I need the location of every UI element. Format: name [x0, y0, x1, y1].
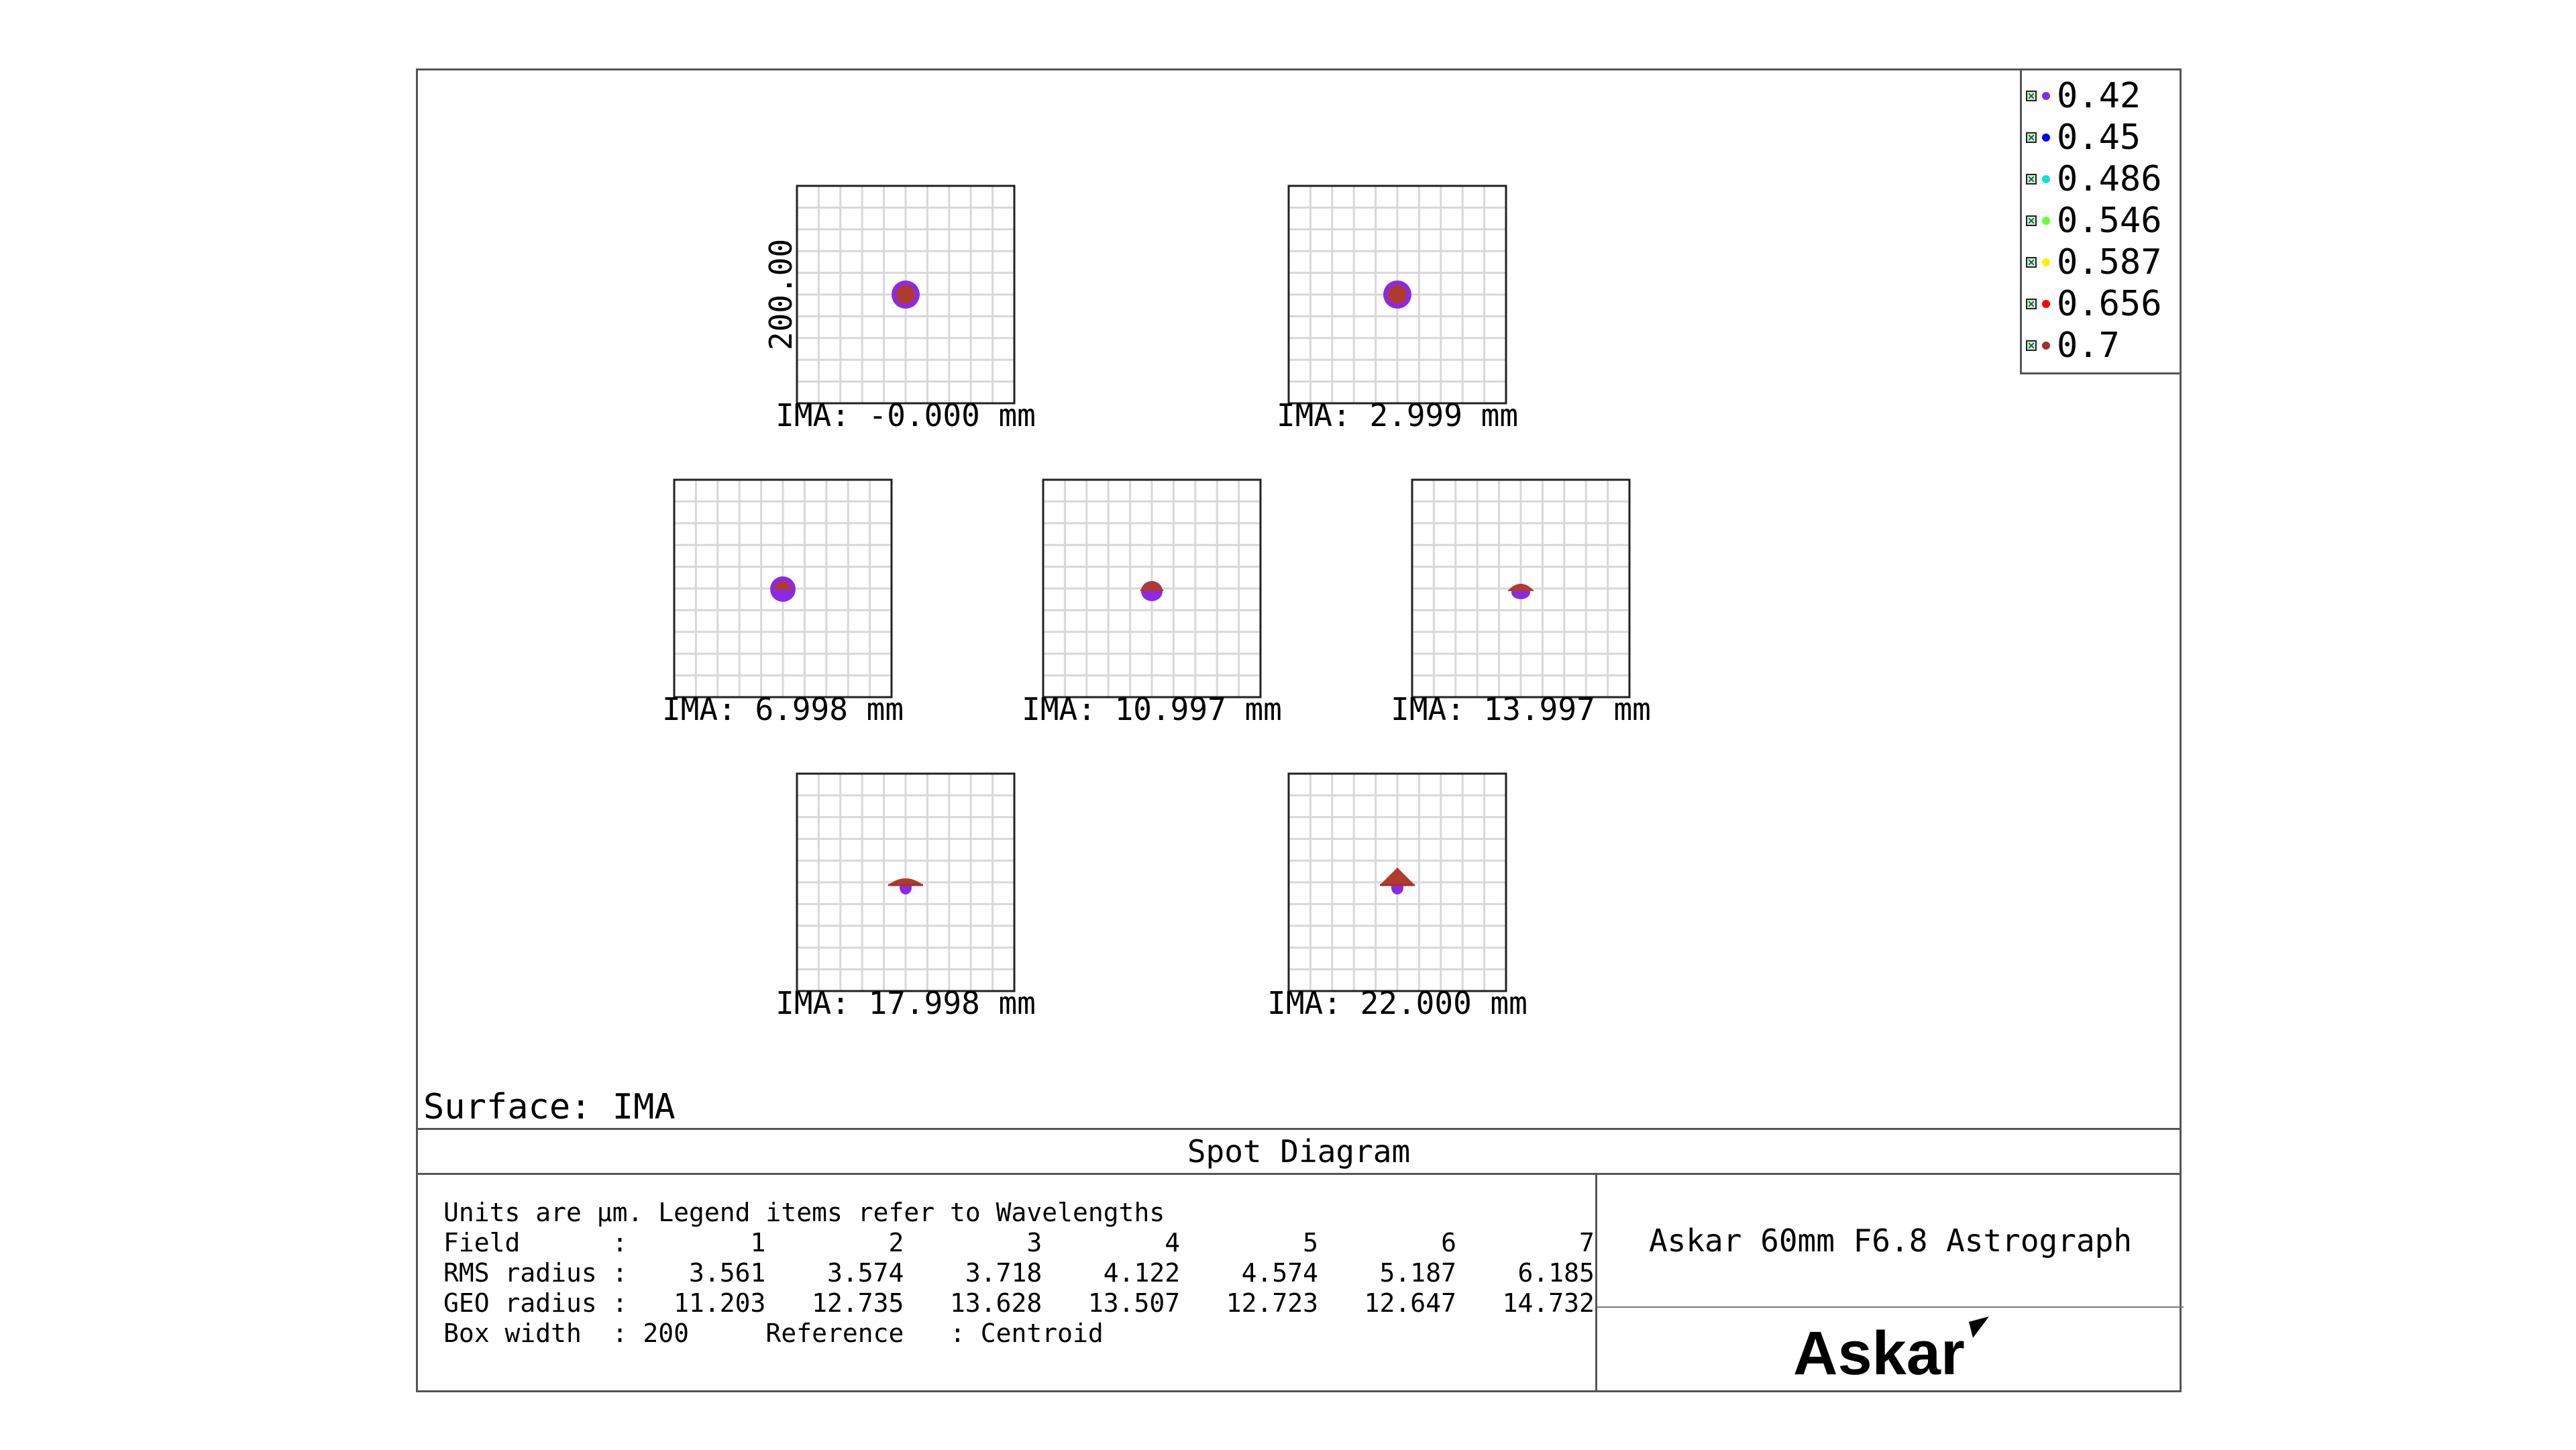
legend-item: 0.7 [2026, 325, 2120, 366]
info-line-field: Field : 1 2 3 4 5 6 7 [443, 1228, 1595, 1257]
field-label: IMA: 6.998 mm [662, 691, 904, 727]
spot-7 [1380, 868, 1415, 894]
spot-box-2: IMA: 2.999 mm [1277, 185, 1518, 433]
spot-core [1380, 868, 1415, 885]
spot-box-border [796, 185, 1016, 405]
spot-core [1507, 584, 1534, 591]
spot-box-border [796, 772, 1016, 992]
legend-item: 0.45 [2026, 117, 2141, 158]
field-label: IMA: 17.998 mm [775, 985, 1036, 1021]
legend-label: 0.45 [2057, 117, 2141, 158]
field-label: IMA: 22.000 mm [1267, 985, 1527, 1021]
spot-box-1: IMA: -0.000 mm [775, 185, 1036, 433]
field-label: IMA: 10.997 mm [1022, 691, 1282, 727]
spot-box-border [1042, 478, 1262, 698]
spot-core [888, 878, 923, 885]
divider [418, 1128, 2180, 1130]
legend-checkbox-icon [2026, 174, 2037, 185]
spot-diagram-plot: IMA: -0.000 mm IMA: 2.999 mm IMA: 6.998 mm… [662, 185, 1651, 1021]
legend-label: 0.656 [2057, 284, 2162, 324]
spot-6 [888, 878, 923, 894]
field-label: IMA: 2.999 mm [1277, 397, 1518, 433]
legend-checkbox-icon [2026, 257, 2037, 268]
spot-box-7: IMA: 22.000 mm [1267, 772, 1527, 1021]
spot-box-border [1411, 478, 1631, 698]
spot-box-border [1287, 185, 1507, 405]
divider [1597, 1306, 2184, 1308]
legend-dot-icon [2042, 217, 2050, 225]
info-line-units: Units are µm. Legend items refer to Wave… [443, 1198, 1165, 1227]
svg-text:Askar: Askar [1793, 1319, 1965, 1388]
legend-dot-icon [2042, 92, 2050, 100]
info-panel: Units are µm. Legend items refer to Wave… [418, 1175, 1595, 1390]
field-label: IMA: -0.000 mm [775, 397, 1036, 433]
divider [418, 1173, 2180, 1175]
spot-core [896, 285, 915, 304]
legend-item: 0.546 [2026, 201, 2162, 241]
info-line-rms: RMS radius : 3.561 3.574 3.718 4.122 4.5… [443, 1258, 1595, 1288]
legend-checkbox-icon [2026, 215, 2037, 226]
spot-box-4: IMA: 10.997 mm [1022, 478, 1282, 727]
field-label: IMA: 13.997 mm [1391, 691, 1651, 727]
spot-box-5: IMA: 13.997 mm [1391, 478, 1651, 727]
spot-diagram-frame: IMA: -0.000 mm IMA: 2.999 mm IMA: 6.998 mm… [416, 68, 2184, 1392]
legend-item: 0.42 [2026, 76, 2141, 116]
divider [1595, 1175, 1597, 1390]
legend-dot-icon [2042, 175, 2050, 183]
box-axis-label: 200.00 [763, 239, 799, 350]
legend-checkbox-icon [2026, 340, 2037, 351]
spot-box-border [1287, 772, 1507, 992]
spot-core [773, 581, 792, 590]
spot-box-border [673, 478, 893, 698]
legend-checkbox-icon [2026, 299, 2037, 309]
legend-label: 0.546 [2057, 201, 2162, 241]
legend-item: 0.587 [2026, 242, 2162, 282]
wavelength-legend: 0.42 0.45 0.486 0.546 0.587 0.656 0.7 [2020, 70, 2180, 374]
spot-box-6: IMA: 17.998 mm [775, 772, 1036, 1021]
spot-4 [1140, 581, 1164, 601]
info-line-box: Box width : 200 Reference : Centroid [443, 1318, 1104, 1348]
info-lines: Units are µm. Legend items refer to Wave… [443, 1198, 1595, 1349]
legend-dot-icon [2042, 258, 2050, 266]
legend-label: 0.486 [2057, 159, 2162, 199]
spot-core [1388, 285, 1407, 304]
legend-dot-icon [2042, 134, 2050, 142]
legend-label: 0.42 [2057, 76, 2141, 116]
legend-item: 0.656 [2026, 284, 2162, 324]
spot-box-3: IMA: 6.998 mm [662, 478, 904, 727]
spot-5 [1507, 584, 1534, 599]
spot-3 [770, 576, 796, 602]
spot-1 [892, 280, 920, 309]
askar-logo: Askar [1793, 1316, 1989, 1388]
diagram-title: Spot Diagram [1187, 1133, 1411, 1170]
legend-checkbox-icon [2026, 91, 2037, 101]
spot-2 [1383, 280, 1411, 309]
legend-checkbox-icon [2026, 132, 2037, 143]
legend-item: 0.486 [2026, 159, 2162, 199]
info-line-geo: GEO radius : 11.203 12.735 13.628 13.507… [443, 1288, 1595, 1318]
legend-label: 0.7 [2057, 325, 2120, 366]
legend-dot-icon [2042, 300, 2050, 308]
surface-label: Surface: IMA [423, 1087, 676, 1127]
system-name: Askar 60mm F6.8 Astrograph [1648, 1223, 2133, 1259]
legend-dot-icon [2042, 342, 2050, 350]
legend-label: 0.587 [2057, 242, 2162, 282]
spot-core [1140, 581, 1164, 591]
